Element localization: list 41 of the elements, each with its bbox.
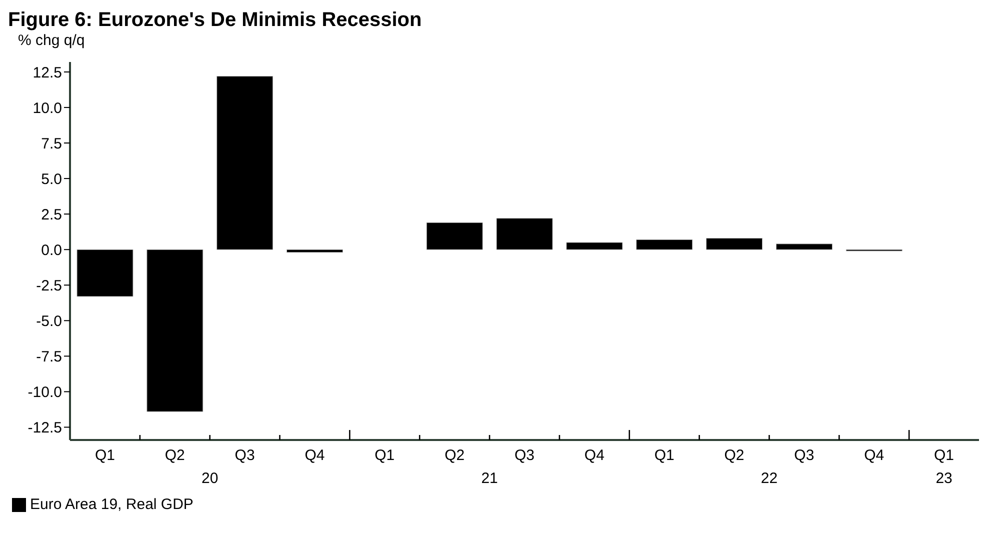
bar [286, 249, 344, 253]
x-tick-label: Q3 [794, 447, 814, 464]
y-tick-label: -2.5 [36, 277, 62, 294]
x-tick-label: Q1 [94, 447, 115, 464]
bar [566, 242, 623, 250]
x-tick-label: Q3 [234, 447, 255, 464]
x-tick-label: Q2 [444, 447, 465, 464]
bar [706, 238, 763, 250]
bar [636, 239, 693, 250]
x-tick-label: Q4 [304, 447, 325, 464]
bar [216, 76, 274, 250]
bar [496, 218, 553, 250]
legend-label: Euro Area 19, Real GDP [30, 496, 194, 513]
y-tick-label: -10.0 [28, 384, 62, 402]
x-tick-label: Q4 [584, 447, 604, 464]
y-axis-title: % chg q/q [18, 32, 86, 50]
text: 20 [202, 470, 218, 487]
x-tick-label: Q2 [724, 447, 744, 464]
y-tick-label: 7.5 [41, 135, 62, 152]
bar [76, 249, 134, 297]
y-tick-label: -12.5 [28, 420, 62, 437]
text: 22 [760, 470, 778, 487]
x-tick-label: Q4 [864, 447, 884, 464]
y-tick-label: -5.0 [36, 312, 62, 330]
bar [426, 222, 483, 250]
text: 21 [481, 470, 498, 487]
y-tick-label: 12.5 [32, 64, 62, 82]
y-tick-label: 5.0 [41, 170, 62, 188]
bar [776, 244, 832, 250]
text: 23 [936, 470, 952, 487]
y-tick-label: 0.0 [41, 242, 62, 259]
x-tick-label: Q3 [514, 447, 535, 464]
x-tick-label: Q1 [934, 447, 954, 464]
bar [146, 249, 204, 412]
x-tick-label: Q1 [654, 447, 674, 464]
chart-title: Figure 6: Eurozone's De Minimis Recession [8, 8, 423, 32]
x-tick-label: Q1 [374, 447, 395, 464]
y-tick-label: 10.0 [32, 100, 62, 117]
x-tick-label: Q2 [164, 447, 185, 464]
y-tick-label: 2.5 [41, 206, 62, 224]
y-tick-label: -7.5 [36, 348, 62, 366]
